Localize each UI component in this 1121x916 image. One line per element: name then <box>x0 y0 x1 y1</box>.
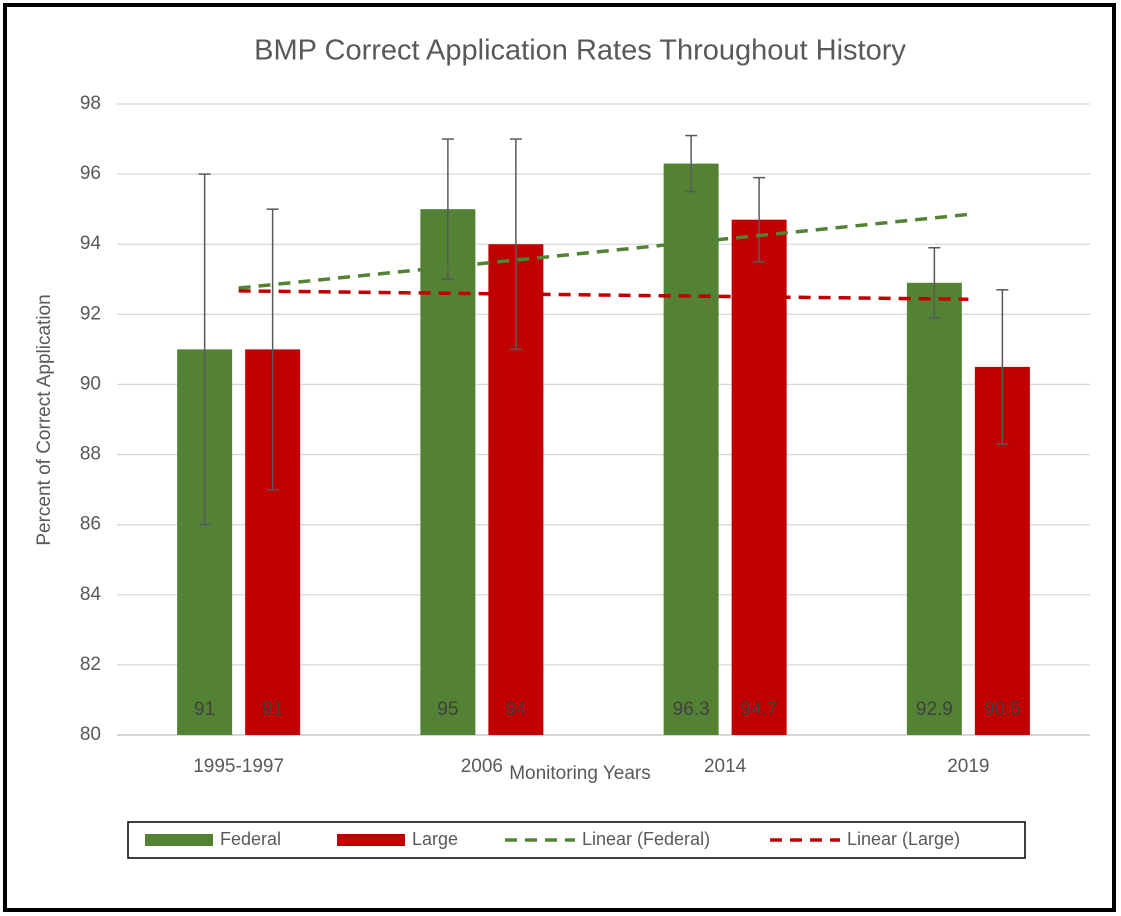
x-tick-label: 2019 <box>947 756 989 777</box>
legend-box <box>127 821 1026 859</box>
x-tick-label: 2014 <box>704 756 747 777</box>
legend-label: Linear (Large) <box>847 829 960 849</box>
y-tick-label: 90 <box>80 373 101 394</box>
y-tick-label: 94 <box>80 233 102 254</box>
x-tick-label: 2006 <box>461 756 503 777</box>
data-label: 96.3 <box>673 699 710 720</box>
bar <box>663 163 719 735</box>
bar <box>420 209 476 735</box>
y-tick-label: 96 <box>80 163 101 184</box>
y-tick-label: 82 <box>80 654 101 675</box>
y-tick-label: 88 <box>80 444 101 465</box>
x-axis-title: Monitoring Years <box>509 763 651 784</box>
y-tick-label: 98 <box>80 93 101 114</box>
legend-label: Federal <box>220 829 281 849</box>
data-label: 94 <box>505 699 527 720</box>
data-label: 94.7 <box>741 699 778 720</box>
data-label: 91 <box>262 699 283 720</box>
trendline <box>238 212 969 290</box>
data-label: 95 <box>437 699 458 720</box>
y-tick-label: 84 <box>80 584 102 605</box>
data-label: 91 <box>194 699 215 720</box>
bar <box>731 219 787 735</box>
data-label: 92.9 <box>916 699 953 720</box>
data-label: 90.5 <box>984 699 1021 720</box>
legend-label: Linear (Federal) <box>582 829 710 849</box>
y-tick-label: 92 <box>80 303 101 324</box>
y-tick-label: 86 <box>80 514 101 535</box>
x-tick-label: 1995-1997 <box>193 756 284 777</box>
chart-title: BMP Correct Application Rates Throughout… <box>254 35 906 67</box>
trendline <box>238 289 969 302</box>
legend-swatch <box>337 834 405 846</box>
legend-swatch <box>145 834 213 846</box>
bar <box>906 282 962 735</box>
legend-label: Large <box>412 829 458 849</box>
y-tick-label: 80 <box>80 724 101 745</box>
y-axis-title: Percent of Correct Application <box>34 294 55 545</box>
